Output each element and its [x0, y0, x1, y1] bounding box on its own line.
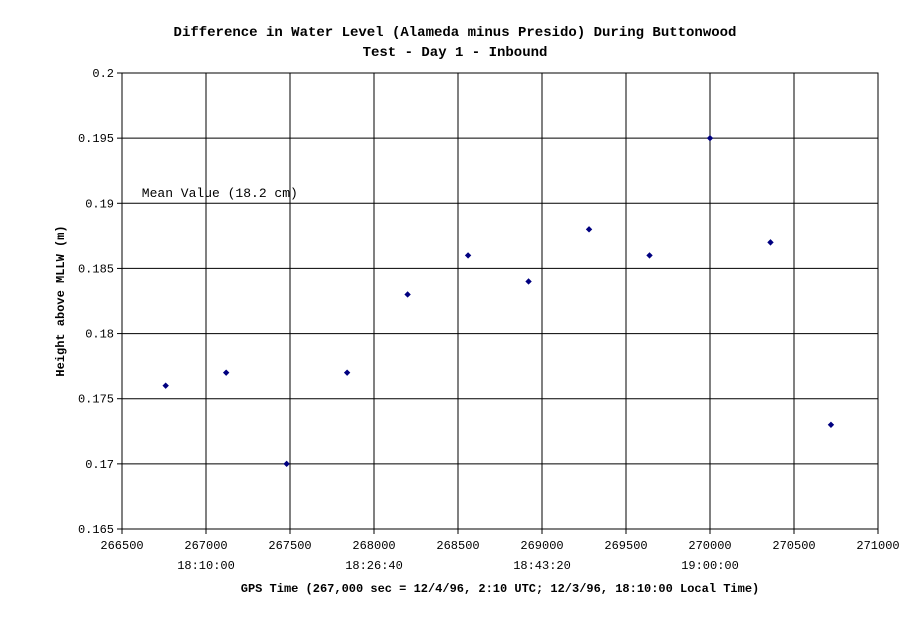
data-point: [283, 460, 290, 468]
x-axis-ticks: 266500 267000 267500 268000 268500 269000 2695…: [100, 529, 900, 553]
time-label: 19:00:00: [681, 559, 739, 573]
chart-title-line2: Test - Day 1 - Inbound: [363, 45, 548, 61]
x-tick-label: 270500: [772, 539, 815, 553]
plot-area-border: [121, 72, 879, 530]
data-point: [646, 252, 653, 259]
data-point: [585, 226, 593, 233]
y-tick-label: 0.19: [85, 197, 114, 211]
x-tick-label: 268500: [436, 539, 479, 553]
data-point: [464, 252, 472, 259]
y-tick-label: 0.17: [85, 458, 114, 472]
y-tick-label: 0.165: [78, 523, 114, 537]
x-tick-label: 267500: [268, 539, 311, 553]
y-tick-label: 0.2: [92, 67, 114, 81]
time-label: 18:26:40: [345, 559, 403, 573]
y-tick-label: 0.185: [78, 262, 114, 276]
x-tick-label: 270000: [688, 539, 731, 553]
time-label: 18:43:20: [513, 559, 571, 573]
y-tick-label: 0.18: [85, 328, 114, 342]
time-labels: 18:10:00 18:26:40 18:43:20 19:00:00: [177, 559, 739, 573]
x-tick-label: 269000: [520, 539, 563, 553]
y-tick-label: 0.175: [78, 393, 114, 407]
x-tick-label: 269500: [604, 539, 647, 553]
x-axis-label: GPS Time (267,000 sec = 12/4/96, 2:10 UT…: [241, 582, 759, 596]
y-tick-label: 0.195: [78, 132, 114, 146]
data-point: [162, 382, 169, 389]
x-tick-label: 266500: [100, 539, 143, 553]
data-point: [706, 134, 714, 142]
chart-title-line1: Difference in Water Level (Alameda minus…: [174, 25, 737, 41]
y-axis-ticks: 0.165 0.17 0.175 0.18 0.185 0.19 0.195 0.2: [78, 67, 122, 537]
x-tick-label: 271000: [856, 539, 899, 553]
data-point: [767, 239, 774, 246]
x-tick-label: 267000: [184, 539, 227, 553]
data-points: [162, 134, 835, 468]
data-point: [404, 291, 411, 298]
grid: [122, 73, 878, 529]
data-point: [525, 278, 532, 285]
data-point: [827, 421, 835, 428]
time-label: 18:10:00: [177, 559, 235, 573]
data-point: [343, 369, 351, 376]
mean-value-annotation: Mean Value (18.2 cm): [142, 186, 298, 201]
data-point: [222, 369, 230, 376]
y-axis-label: Height above MLLW (m): [54, 225, 68, 376]
x-tick-label: 268000: [352, 539, 395, 553]
